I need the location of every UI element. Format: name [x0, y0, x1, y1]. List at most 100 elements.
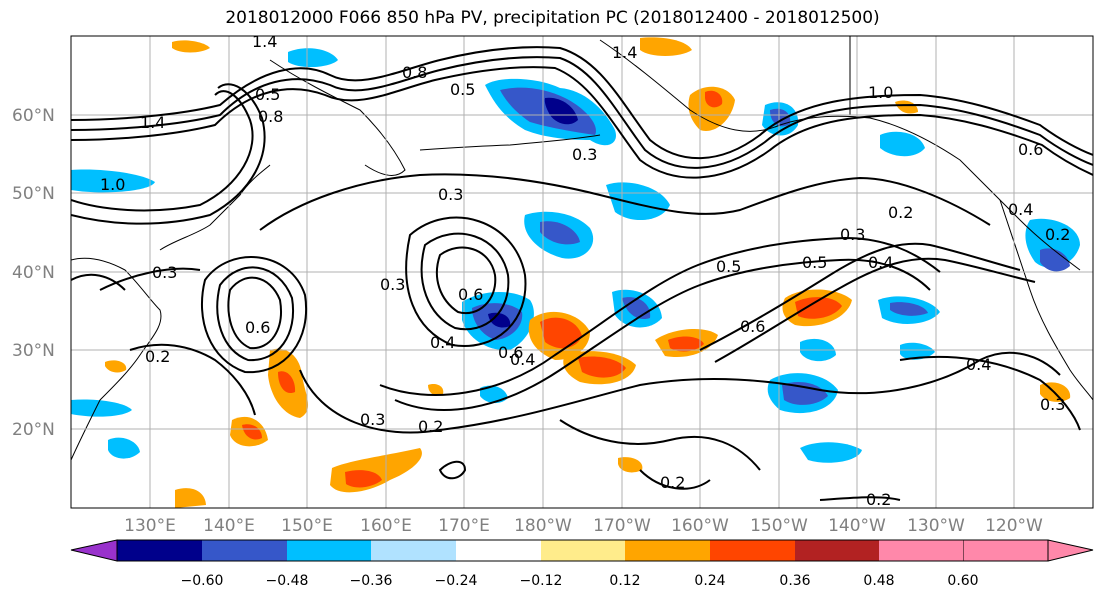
colorbar-segment — [795, 540, 879, 561]
contour-jet-3 — [71, 66, 1093, 179]
neg-blob-midpac-core — [540, 221, 580, 245]
contour-loop-dateline-3 — [405, 216, 527, 347]
lat-label-40n: 40°N — [12, 263, 55, 283]
pos-blob-tropic — [618, 457, 643, 473]
contour-label: 0.3 — [438, 185, 463, 204]
colorbar-segment — [710, 540, 795, 561]
neg-blob-gulf — [880, 131, 925, 157]
pos-blob-tropic2 — [105, 360, 127, 373]
contour-jet-5 — [71, 83, 266, 225]
colorbar-tick-label: −0.60 — [181, 573, 224, 589]
contour-label: 1.0 — [100, 175, 125, 194]
neg-blob-dateline-deep — [488, 312, 511, 328]
contour-label: 0.4 — [966, 355, 991, 374]
contour-outer-2 — [259, 173, 991, 231]
contour-loop-west — [227, 276, 282, 350]
colorbar-tick-label: 0.60 — [947, 573, 978, 589]
contour-loop-dateline — [435, 246, 497, 315]
contour-outer-3 — [559, 419, 761, 471]
lon-label-130w: 130°W — [907, 516, 965, 536]
contour-label: 0.2 — [418, 417, 443, 436]
pos-blob-alaska-core — [705, 90, 723, 108]
contour-wave-4 — [714, 257, 1036, 363]
neg-blob-aleutian-deep — [544, 97, 578, 125]
colorbar-outline — [116, 539, 1049, 562]
colorbar-segment — [371, 540, 456, 561]
contour-label: 0.4 — [868, 253, 893, 272]
contour-label: 1.4 — [252, 32, 277, 51]
precip-negative-shading — [71, 48, 1080, 463]
pos-blob-160w-core — [668, 336, 704, 352]
pos-blob-north — [172, 40, 210, 53]
neg-blob-alaska-core — [770, 108, 791, 127]
map-border — [70, 35, 1094, 509]
colorbar-segment — [625, 540, 710, 561]
contour-label: 0.2 — [888, 203, 913, 222]
lon-label-150e: 150°E — [281, 516, 333, 536]
pos-blob-east-core — [795, 297, 842, 319]
coastline-alaska — [599, 39, 1081, 271]
contour-label: 0.6 — [498, 343, 523, 362]
longitude-labels: 130°E 140°E 150°E 160°E 170°E 180°W 170°… — [124, 516, 1043, 536]
neg-blob-baja — [1025, 218, 1080, 268]
contour-label: 0.6 — [245, 318, 270, 337]
lat-label-50n: 50°N — [12, 184, 55, 204]
contour-label: 0.8 — [402, 63, 427, 82]
pos-blob-top — [640, 37, 692, 56]
colorbar-tick-label: 0.12 — [609, 573, 640, 589]
contour-label: 0.6 — [458, 285, 483, 304]
contour-label: 0.3 — [1040, 395, 1065, 414]
contour-outer-10 — [129, 343, 256, 416]
lon-label-180w: 180°W — [514, 516, 572, 536]
neg-blob-subtrop-core — [782, 382, 828, 405]
contour-label: 0.2 — [866, 490, 891, 509]
coastlines — [71, 36, 1093, 461]
colorbar-tick-label: 0.36 — [779, 573, 810, 589]
contour-label: 0.4 — [1008, 200, 1033, 219]
contour-outer-9 — [99, 267, 201, 291]
contour-label: 0.3 — [572, 145, 597, 164]
lon-label-140e: 140°E — [203, 516, 255, 536]
colorbar-segment — [287, 540, 371, 561]
neg-blob-mid2 — [480, 385, 508, 404]
colorbar-segment — [456, 540, 541, 561]
contour-loop-west-3 — [200, 256, 308, 374]
contour-label: 0.4 — [510, 350, 535, 369]
contour-outer-7 — [899, 355, 1081, 431]
gridlines — [71, 36, 1093, 508]
pos-blob-west2-core — [242, 424, 262, 440]
pos-blob-pac — [428, 384, 444, 396]
contour-label: 1.0 — [868, 83, 893, 102]
contour-outer-8 — [71, 273, 126, 291]
contour-jet-2 — [71, 56, 1093, 169]
colorbar-segment — [202, 540, 287, 561]
contour-label: 0.5 — [450, 80, 475, 99]
lon-label-130e: 130°E — [124, 516, 176, 536]
contour-label: 0.5 — [255, 85, 280, 104]
lon-label-160e: 160°E — [360, 516, 412, 536]
contour-outer-4 — [639, 469, 711, 490]
neg-blob-north2 — [900, 342, 935, 360]
colorbar-segment — [541, 540, 625, 561]
neg-blob-west2 — [71, 399, 132, 417]
lon-label-120w: 120°W — [985, 516, 1043, 536]
contour-label: 0.3 — [380, 275, 405, 294]
lon-label-170e: 170°E — [438, 516, 490, 536]
colorbar-tick-label: −0.36 — [350, 573, 393, 589]
pos-blob-southwest-core — [345, 470, 382, 488]
pos-blob-bottom — [175, 488, 206, 508]
contour-label: 0.2 — [660, 473, 685, 492]
contour-label: 0.4 — [430, 333, 455, 352]
pos-blob-south-core — [578, 356, 626, 378]
coastline-aleutians — [419, 134, 601, 151]
lon-label-170w: 170°W — [593, 516, 651, 536]
contour-label: 0.8 — [258, 107, 283, 126]
colorbar-tick-label: 0.24 — [694, 573, 725, 589]
contour-label: 1.4 — [140, 113, 165, 132]
contour-jet-1 — [71, 46, 1093, 160]
colorbar-extend-right — [962, 539, 1094, 562]
contour-label: 0.6 — [740, 317, 765, 336]
contour-outer-6 — [819, 496, 901, 501]
map-title: 2018012000 F066 850 hPa PV, precipitatio… — [225, 8, 880, 28]
